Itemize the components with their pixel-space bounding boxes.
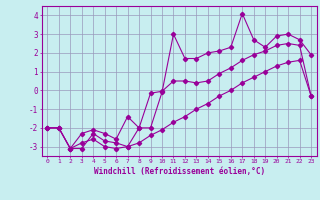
X-axis label: Windchill (Refroidissement éolien,°C): Windchill (Refroidissement éolien,°C) [94,167,265,176]
